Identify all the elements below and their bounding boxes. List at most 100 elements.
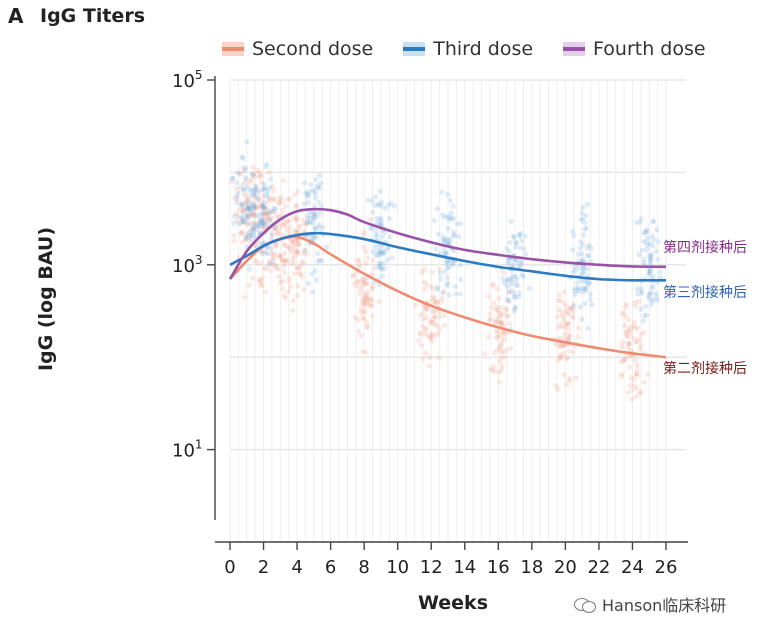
data-point <box>245 216 251 222</box>
data-point <box>510 273 516 279</box>
data-point <box>362 279 369 285</box>
data-point <box>281 292 287 298</box>
data-point <box>378 250 385 256</box>
data-point <box>487 311 493 317</box>
data-point <box>444 258 451 265</box>
data-point <box>493 307 499 313</box>
data-point <box>513 239 519 245</box>
data-point <box>567 305 573 312</box>
data-point <box>271 205 278 212</box>
data-point <box>355 279 361 285</box>
data-point <box>244 193 250 199</box>
data-point <box>492 368 498 374</box>
data-point <box>294 248 300 254</box>
data-point <box>282 243 288 249</box>
data-point <box>294 203 300 209</box>
data-point <box>248 227 254 233</box>
data-point <box>574 280 580 286</box>
data-point <box>285 243 291 250</box>
data-point <box>270 259 276 265</box>
data-point <box>374 215 380 222</box>
data-point <box>560 343 566 350</box>
data-point <box>573 375 579 381</box>
data-point <box>436 309 442 315</box>
data-point <box>427 354 433 360</box>
data-point <box>354 283 360 289</box>
data-point <box>626 341 632 347</box>
data-point <box>245 230 251 236</box>
data-point <box>633 394 640 400</box>
curve-fourth-dose <box>228 207 667 280</box>
data-point <box>292 271 298 277</box>
data-point <box>296 264 303 270</box>
data-point <box>447 236 453 242</box>
data-point <box>259 203 265 209</box>
data-point <box>493 319 499 325</box>
data-point <box>376 218 382 225</box>
data-point <box>653 248 659 255</box>
data-point <box>280 198 286 205</box>
data-point <box>248 211 254 218</box>
data-point <box>301 286 307 293</box>
data-point <box>435 330 441 336</box>
data-point <box>588 245 594 251</box>
data-point <box>378 265 384 271</box>
data-point <box>378 217 385 223</box>
data-point <box>650 273 656 279</box>
data-point <box>291 192 298 198</box>
data-point <box>444 274 450 281</box>
data-point <box>280 222 286 228</box>
data-point <box>266 262 272 268</box>
data-point <box>647 290 653 296</box>
data-point <box>248 212 254 218</box>
data-point <box>311 233 317 240</box>
data-point <box>250 212 257 218</box>
data-point <box>383 205 389 211</box>
data-point <box>561 330 568 337</box>
data-point <box>370 209 376 215</box>
data-point <box>440 212 446 218</box>
data-point <box>259 223 266 229</box>
data-point <box>261 181 267 187</box>
data-point <box>265 251 272 257</box>
data-point <box>557 355 564 361</box>
data-point <box>266 199 272 205</box>
data-point <box>450 229 457 235</box>
data-point <box>486 294 492 300</box>
data-point <box>365 281 371 287</box>
data-point <box>355 317 361 323</box>
data-point <box>251 223 257 229</box>
data-point <box>263 250 269 257</box>
wechat-icon <box>574 596 596 613</box>
data-point <box>301 248 307 254</box>
data-point <box>501 270 507 276</box>
data-point <box>253 243 259 249</box>
data-point <box>234 169 241 176</box>
y-tick-label: 105 <box>172 68 203 92</box>
data-point <box>266 259 272 265</box>
data-point <box>308 216 314 222</box>
data-point <box>622 322 628 328</box>
x-tick-label: 18 <box>520 557 543 578</box>
data-point <box>283 258 289 264</box>
data-point <box>446 217 453 224</box>
data-point <box>266 170 272 176</box>
data-point <box>379 233 386 239</box>
data-point <box>517 245 523 251</box>
data-point <box>647 268 653 274</box>
data-point <box>265 195 271 201</box>
data-point <box>458 277 464 283</box>
data-point <box>496 379 503 386</box>
data-point <box>247 233 253 239</box>
data-point <box>431 316 437 323</box>
data-point <box>444 282 450 288</box>
data-point <box>234 193 240 199</box>
data-point <box>369 285 376 291</box>
data-point <box>575 285 582 291</box>
data-point <box>292 254 298 260</box>
data-point <box>423 325 429 332</box>
data-point <box>377 249 383 255</box>
data-point <box>287 224 293 230</box>
data-point <box>450 203 456 209</box>
data-point <box>375 248 381 254</box>
